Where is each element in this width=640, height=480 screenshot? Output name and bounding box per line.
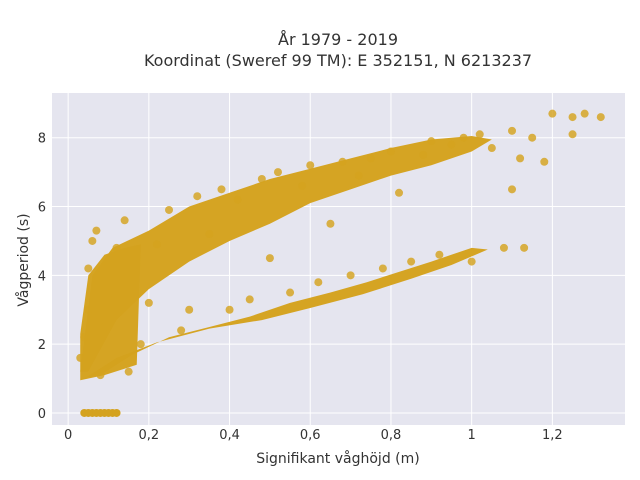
scatter-point	[354, 171, 363, 180]
scatter-point	[580, 109, 589, 118]
scatter-point	[386, 147, 395, 156]
scatter-point	[467, 257, 476, 266]
y-tick-label: 2	[38, 338, 46, 353]
scatter-point	[395, 188, 404, 197]
scatter-point	[92, 226, 101, 235]
scatter-point	[487, 144, 496, 153]
scatter-point	[165, 205, 174, 214]
scatter-point	[193, 192, 202, 201]
scatter-point	[435, 250, 444, 259]
scatter-point	[596, 113, 605, 122]
x-tick-label: 0	[64, 428, 72, 443]
x-axis-ticks: 0 0,2 0,4 0,6 0,8 1 1,2	[64, 428, 563, 443]
y-tick-label: 6	[38, 201, 46, 216]
zero-period-point	[112, 408, 121, 417]
scatter-point	[245, 295, 254, 304]
scatter-point	[80, 333, 89, 342]
scatter-point	[326, 219, 335, 228]
scatter-point	[217, 185, 226, 194]
upper-density-band	[80, 136, 492, 372]
scatter-density-bands	[80, 136, 492, 415]
scatter-point	[286, 288, 295, 297]
scatter-point	[273, 168, 282, 177]
scatter-point	[499, 243, 508, 252]
scatter-point	[475, 130, 484, 139]
scatter-point	[548, 109, 557, 118]
scatter-point	[419, 150, 428, 159]
scatter-point	[120, 216, 129, 225]
low-wave-dense-core	[80, 244, 141, 381]
x-tick-label: 1,2	[542, 428, 563, 443]
scatter-point	[177, 326, 186, 335]
scatter-point	[225, 305, 234, 314]
y-tick-label: 8	[38, 132, 46, 147]
scatter-point	[407, 257, 416, 266]
scatter-point	[88, 236, 97, 245]
scatter-point	[306, 161, 315, 170]
scatter-point	[298, 181, 307, 190]
scatter-point	[540, 157, 549, 166]
scatter-point	[520, 243, 529, 252]
chart-title-line1: År 1979 - 2019	[278, 30, 398, 49]
scatter-point	[346, 271, 355, 280]
scatter-point	[96, 371, 105, 380]
x-axis-label: Signifikant våghöjd (m)	[256, 450, 419, 467]
scatter-point	[459, 133, 468, 142]
scatter-point	[112, 243, 121, 252]
scatter-point	[508, 185, 517, 194]
scatter-point	[100, 322, 109, 331]
scatter-point	[378, 264, 387, 273]
y-tick-label: 0	[38, 407, 46, 422]
scatter-point	[233, 195, 242, 204]
scatter-point	[185, 305, 194, 314]
x-tick-label: 1	[468, 428, 476, 443]
y-axis-ticks: 0 2 4 6 8	[38, 132, 46, 422]
scatter-point	[568, 130, 577, 139]
scatter-point	[528, 133, 537, 142]
scatter-point	[124, 367, 133, 376]
scatter-point	[152, 240, 161, 249]
scatter-point	[205, 230, 214, 239]
scatter-point	[84, 264, 93, 273]
scatter-point	[314, 278, 323, 287]
scatter-point	[366, 154, 375, 163]
scatter-point	[508, 126, 517, 135]
lower-density-band	[80, 247, 488, 379]
scatter-point	[144, 298, 153, 307]
y-tick-label: 4	[38, 269, 46, 284]
chart-title-line2: Koordinat (Sweref 99 TM): E 352151, N 62…	[144, 51, 532, 70]
x-tick-label: 0,6	[300, 428, 321, 443]
scatter-point	[104, 295, 113, 304]
x-tick-label: 0,8	[381, 428, 402, 443]
scatter-points	[76, 109, 605, 417]
x-tick-label: 0,2	[139, 428, 160, 443]
scatter-point	[265, 254, 274, 263]
scatter-point	[257, 175, 266, 184]
x-tick-label: 0,4	[219, 428, 240, 443]
scatter-point	[84, 305, 93, 314]
scatter-point	[76, 353, 85, 362]
scatter-point	[136, 340, 145, 349]
y-axis-label: Vågperiod (s)	[15, 213, 32, 306]
scatter-point	[427, 137, 436, 146]
scatter-point	[338, 157, 347, 166]
scatter-point	[516, 154, 525, 163]
scatter-point	[568, 113, 577, 122]
scatter-point	[447, 140, 456, 149]
